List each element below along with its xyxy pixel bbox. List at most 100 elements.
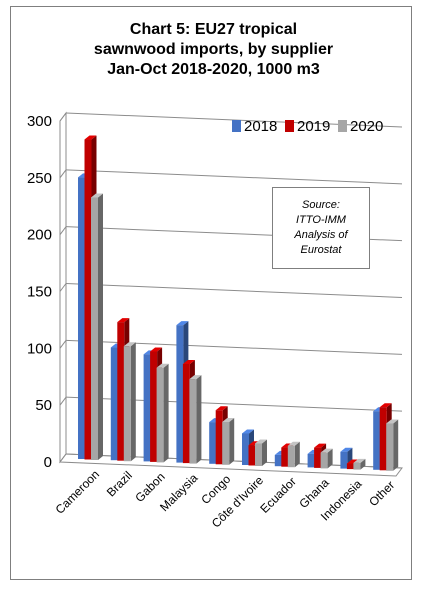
y-tick-label: 150 — [27, 284, 52, 301]
bar-front — [182, 363, 190, 464]
bar-front — [117, 322, 125, 461]
gridline — [65, 283, 403, 298]
y-tick-label: 0 — [44, 454, 52, 471]
gridline-side — [59, 112, 67, 122]
bar-front — [281, 447, 289, 467]
bar-top — [314, 443, 327, 448]
bar-2020-5 — [255, 439, 267, 466]
bar-front — [215, 410, 223, 465]
gridline-side — [59, 340, 67, 349]
bar-top — [386, 419, 399, 424]
bar-2020-8 — [353, 458, 366, 470]
gridline — [65, 169, 403, 185]
gridline-side — [59, 283, 67, 292]
bar-front — [209, 422, 217, 464]
bar-front — [274, 454, 282, 467]
bar-top — [379, 403, 392, 408]
bar-front — [255, 443, 262, 466]
chart-title-line-2: sawnwood imports, by supplier — [93, 41, 334, 58]
source-line-4: Eurostat — [300, 244, 342, 256]
bar-top — [117, 318, 130, 323]
bar-2020-1 — [123, 342, 136, 462]
legend-swatch-2019 — [285, 120, 294, 132]
source-annotation: Source: ITTO-IMM Analysis of Eurostat — [272, 187, 370, 269]
bar-side — [163, 363, 169, 463]
bar-front — [110, 347, 118, 461]
bar-top — [255, 439, 267, 444]
source-line-2: ITTO-IMM — [296, 214, 346, 226]
bar-front — [386, 423, 394, 471]
bar-side — [262, 439, 267, 466]
bar-side — [196, 375, 202, 464]
bar-side — [98, 193, 103, 460]
y-tick-label: 100 — [27, 340, 52, 357]
bar-side — [393, 419, 399, 471]
bar-2020-0 — [91, 193, 103, 460]
bar-top — [176, 321, 189, 326]
bar-front — [379, 407, 387, 471]
chart-title-line-3: Jan-Oct 2018-2020, 1000 m3 — [107, 61, 320, 78]
bar-2020-6 — [287, 441, 300, 468]
bar-front — [143, 354, 151, 462]
legend-label-2019: 2019 — [297, 118, 330, 135]
legend-label-2020: 2020 — [350, 118, 383, 135]
gridline-side — [59, 226, 67, 235]
bar-2020-7 — [320, 448, 333, 469]
bar-top — [123, 342, 136, 347]
bar-front — [222, 421, 230, 465]
gridline-side — [59, 169, 67, 179]
y-axis-ticks: 0 50 100 150 200 250 300 — [27, 113, 52, 471]
bar-front — [346, 463, 354, 470]
legend-swatch-2018 — [232, 120, 241, 132]
bar-top — [156, 363, 169, 368]
gridline-side — [59, 396, 67, 406]
chart-frame — [10, 6, 412, 580]
bar-front — [84, 139, 92, 460]
bar-top — [150, 347, 163, 352]
x-category-label: Brazil — [104, 468, 135, 499]
bar-side — [327, 448, 333, 469]
x-category-label: Other — [366, 478, 397, 509]
bar-front — [189, 379, 197, 464]
y-tick-label: 200 — [27, 227, 52, 244]
bar-top — [215, 406, 228, 411]
bars-layer — [78, 135, 399, 471]
bar-front — [307, 453, 315, 468]
legend-label-2018: 2018 — [244, 118, 277, 135]
y-tick-label: 300 — [27, 113, 52, 130]
y-tick-label: 50 — [35, 397, 52, 414]
bar-2020-9 — [386, 419, 399, 471]
bar-front — [353, 462, 361, 470]
bar-top — [182, 359, 195, 364]
legend-swatch-2020 — [338, 120, 347, 132]
bar-front — [314, 447, 322, 468]
bar-front — [340, 451, 348, 469]
bar-top — [222, 417, 235, 422]
bar-front — [176, 325, 184, 463]
bar-top — [320, 448, 333, 453]
bar-front — [248, 445, 256, 466]
bar-top — [189, 375, 202, 380]
bar-2020-2 — [156, 363, 169, 463]
bar-side — [360, 458, 366, 470]
bar-side — [294, 441, 300, 468]
legend: 2018 2019 2020 — [232, 118, 383, 135]
bar-top — [353, 458, 366, 463]
bar-top — [91, 193, 103, 198]
bar-front — [150, 351, 158, 462]
bar-front — [373, 411, 381, 470]
bar-side — [130, 342, 136, 462]
bar-top — [340, 447, 353, 452]
bar-top — [346, 459, 359, 464]
bar-front — [123, 346, 131, 462]
y-tick-label: 250 — [27, 170, 52, 187]
bar-front — [78, 177, 85, 460]
x-category-label: Cameroon — [53, 467, 103, 517]
bar-front — [320, 452, 328, 469]
gridline-side — [59, 453, 67, 463]
bar-front — [242, 433, 249, 465]
bar-front — [156, 367, 164, 463]
bar-front — [91, 197, 98, 460]
